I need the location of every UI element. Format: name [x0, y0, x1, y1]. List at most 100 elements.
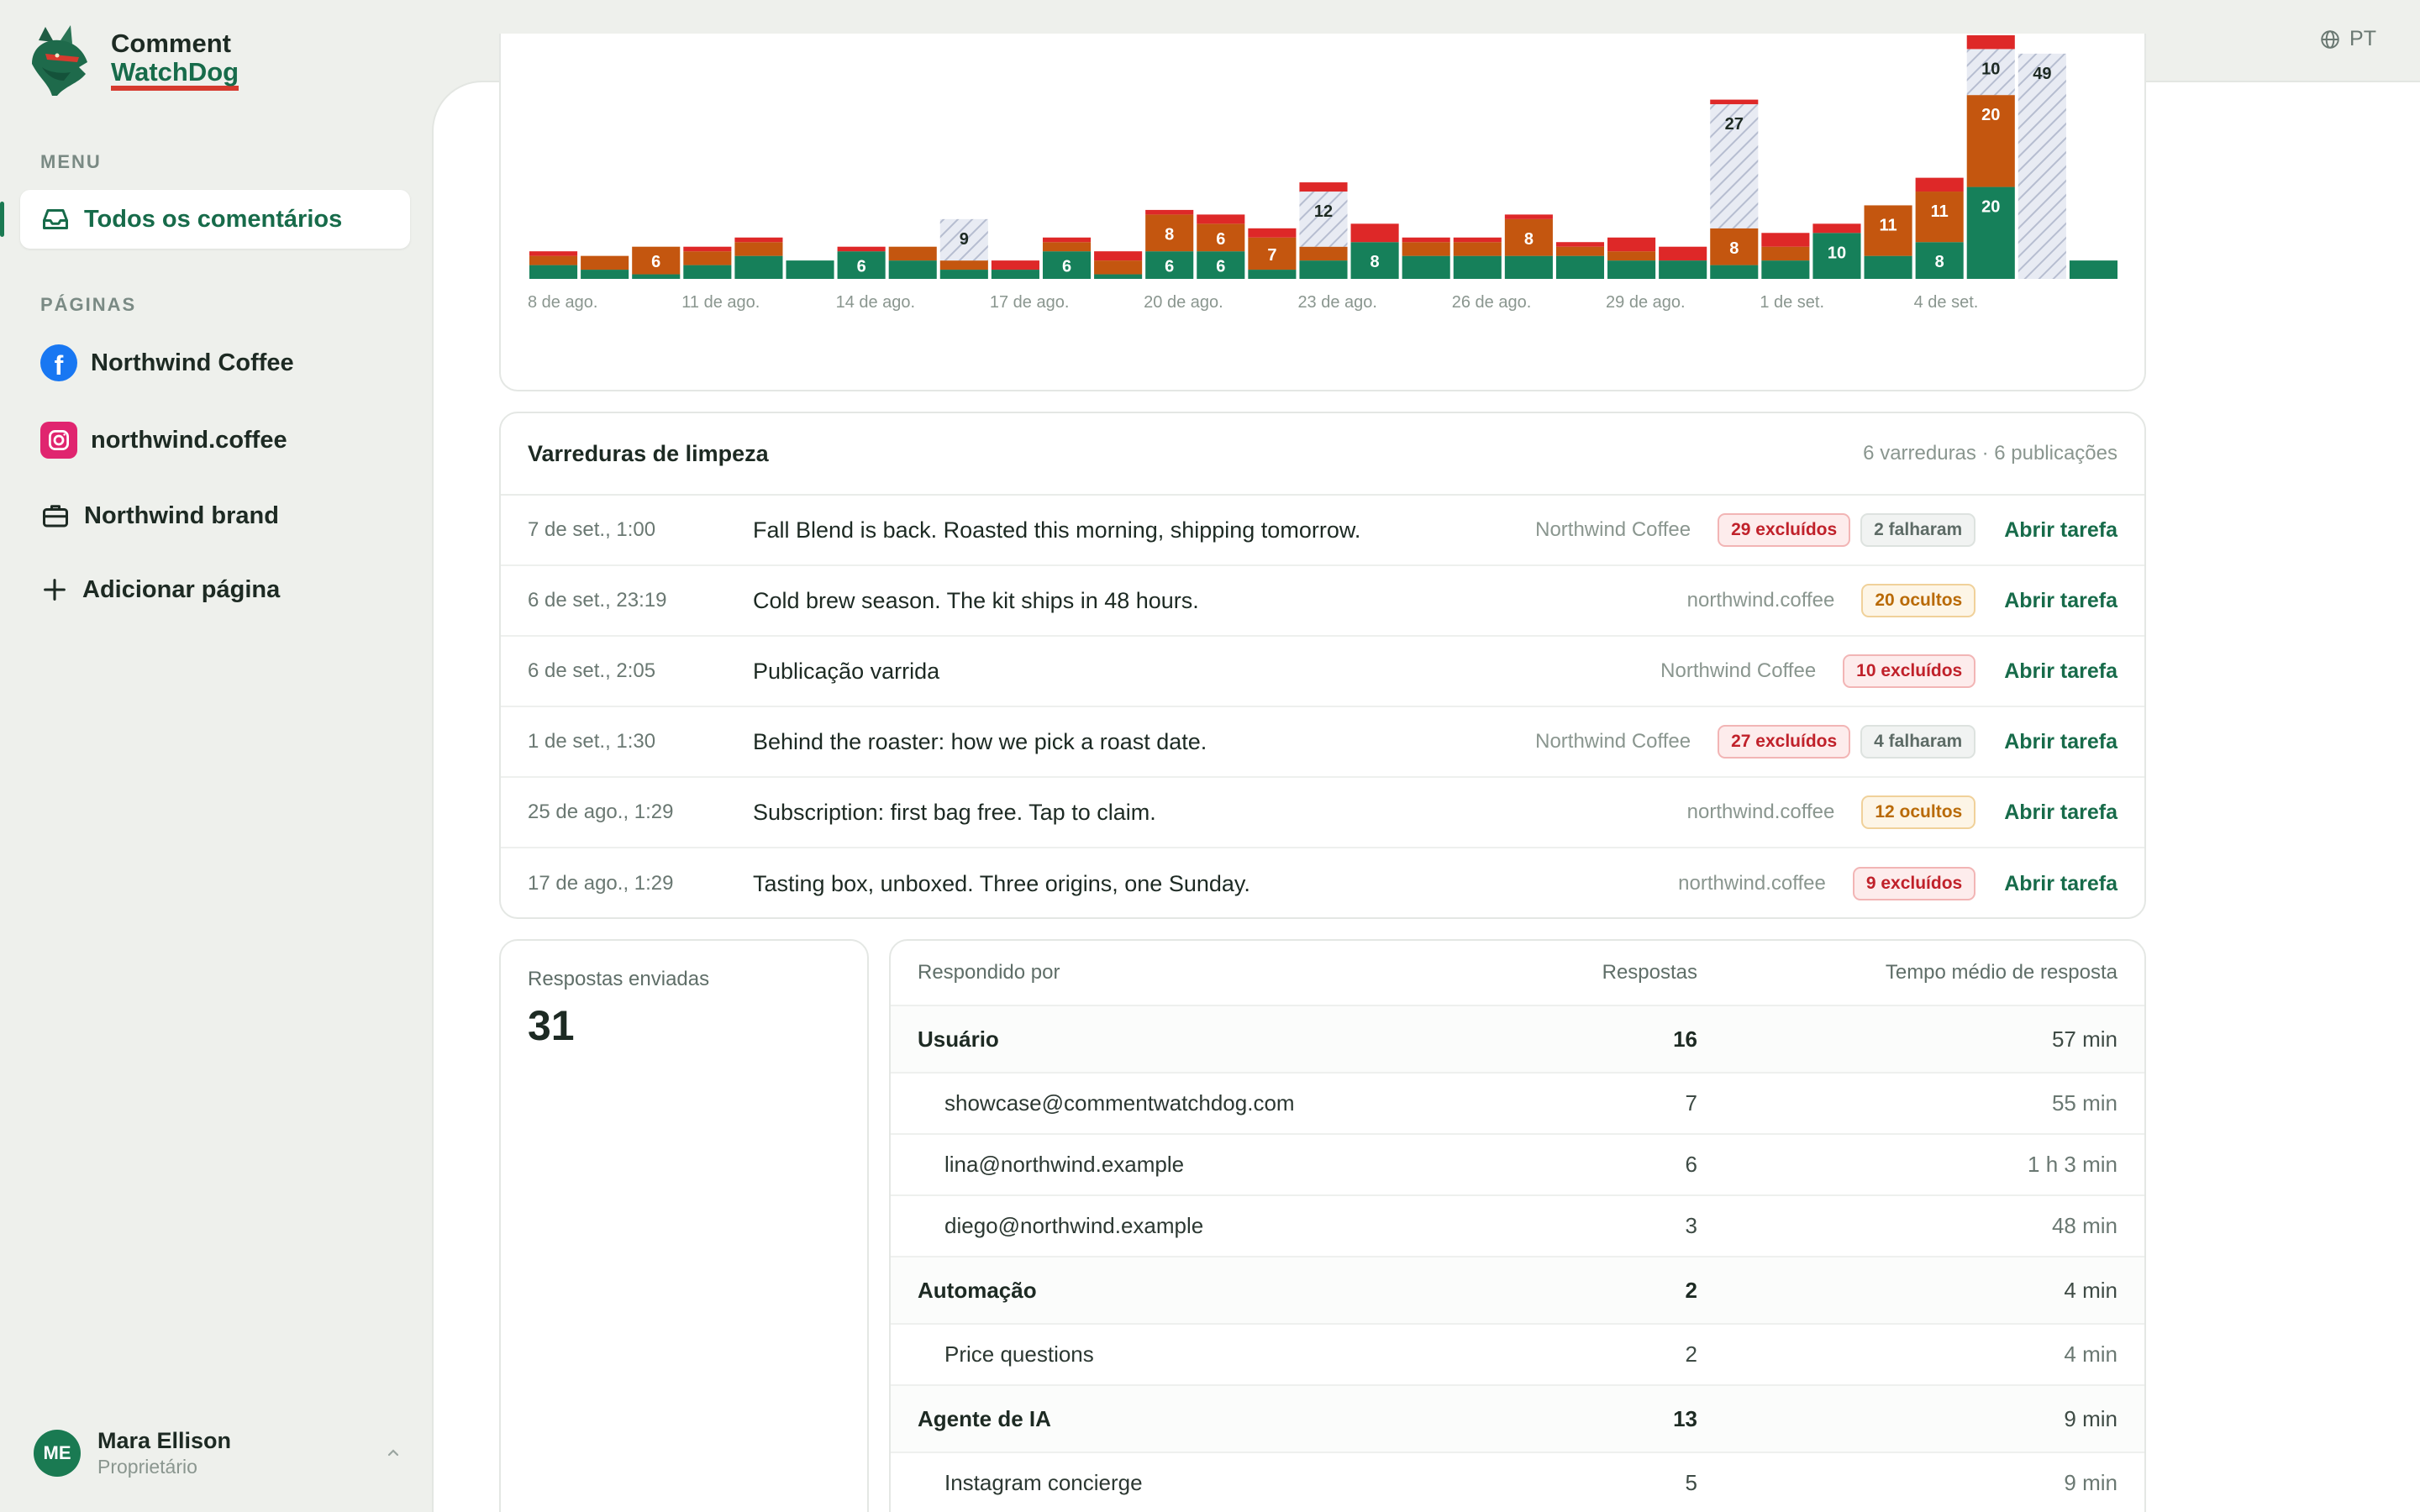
open-task-link[interactable]: Abrir tarefa: [2004, 871, 2118, 895]
chart-bar-red[interactable]: [1350, 223, 1399, 243]
chart-bar-green[interactable]: [1248, 270, 1297, 279]
chart-bar-red[interactable]: [1812, 223, 1861, 234]
chart-bar-green[interactable]: [1197, 251, 1245, 279]
chart-bar-red[interactable]: [1607, 237, 1656, 252]
chart-bar-red[interactable]: [1966, 35, 2015, 50]
chart-bar-orange[interactable]: [888, 246, 937, 261]
sidebar-item-northwind-brand[interactable]: Northwind brand: [40, 495, 279, 537]
chart-bar-red[interactable]: [1761, 233, 1810, 247]
chart-bar-orange[interactable]: [683, 251, 732, 265]
app-logo[interactable]: Comment WatchDog: [27, 25, 239, 96]
nav-all-comments[interactable]: Todos os comentários: [20, 190, 410, 249]
chart-bar-hatched[interactable]: [939, 218, 988, 261]
open-task-link[interactable]: Abrir tarefa: [2004, 729, 2118, 753]
chart-bar-orange[interactable]: [1966, 95, 2015, 187]
chart-bar-green[interactable]: [1607, 260, 1656, 279]
sidebar-item-northwind-instagram[interactable]: northwind.coffee: [40, 419, 287, 461]
chart-bar-green[interactable]: [683, 265, 732, 279]
chart-bar-orange[interactable]: [1710, 228, 1759, 265]
chart-bar-green[interactable]: [888, 260, 937, 279]
chart-bar-green[interactable]: [1659, 260, 1707, 279]
chart-bar-orange[interactable]: [1402, 242, 1450, 256]
chart-bar-red[interactable]: [1145, 209, 1194, 215]
open-task-link[interactable]: Abrir tarefa: [2004, 800, 2118, 824]
chart-bar-green[interactable]: [1812, 233, 1861, 279]
chart-bar-red[interactable]: [1299, 182, 1348, 192]
chart-bar-green[interactable]: [529, 265, 578, 279]
chart-bar-hatched[interactable]: [1710, 104, 1759, 228]
chart-bar-orange[interactable]: [1299, 246, 1348, 261]
chart-bar-green[interactable]: [786, 260, 834, 279]
chart-bar-red[interactable]: [1453, 237, 1502, 243]
column-header-avg-time[interactable]: Tempo médio de resposta: [1885, 961, 2118, 984]
chart-bar-green[interactable]: [1966, 186, 2015, 279]
chart-bar-orange[interactable]: [1761, 246, 1810, 261]
chart-bar-orange[interactable]: [1197, 223, 1245, 252]
chart-bar-red[interactable]: [1197, 214, 1245, 224]
chart-bar-red[interactable]: [991, 260, 1039, 270]
sidebar-item-northwind-coffee[interactable]: f Northwind Coffee: [40, 342, 294, 384]
chart-bar-green[interactable]: [837, 251, 886, 279]
chart-bar-red[interactable]: [683, 246, 732, 252]
chart-bar-orange[interactable]: [1248, 237, 1297, 270]
column-header-responder[interactable]: Respondido por: [918, 961, 1060, 984]
chart-bar-orange[interactable]: [1555, 246, 1605, 256]
sweep-date: 7 de set., 1:00: [528, 518, 656, 541]
chart-bar-orange[interactable]: [1042, 242, 1092, 252]
chart-bar-green[interactable]: [734, 255, 783, 279]
chart-bar-green[interactable]: [1453, 255, 1502, 279]
chart-bar-orange[interactable]: [734, 242, 783, 256]
chart-bar-green[interactable]: [581, 270, 629, 279]
chart-bar-red[interactable]: [1248, 228, 1297, 238]
chart-bar-hatched[interactable]: [1966, 49, 2015, 96]
chart-bar-green[interactable]: [1299, 260, 1348, 279]
chart-bar-green[interactable]: [1094, 274, 1143, 279]
chart-bar-orange[interactable]: [1094, 260, 1143, 275]
chart-bar-hatched[interactable]: [2018, 53, 2066, 280]
chart-bar-green[interactable]: [1504, 255, 1553, 279]
chart-bar-green[interactable]: [1864, 255, 1912, 279]
chart-bar-red[interactable]: [837, 246, 886, 252]
open-task-link[interactable]: Abrir tarefa: [2004, 517, 2118, 542]
chart-bar-red[interactable]: [1042, 237, 1092, 243]
chart-bar-green[interactable]: [939, 270, 988, 279]
chart-bar-red[interactable]: [1504, 214, 1553, 219]
chart-bar-orange[interactable]: [581, 255, 629, 270]
chart-bar-red[interactable]: [529, 251, 578, 256]
open-task-link[interactable]: Abrir tarefa: [2004, 588, 2118, 612]
chart-bar-red[interactable]: [734, 237, 783, 243]
chart-bar-green[interactable]: [1761, 260, 1810, 279]
chart-bar-orange[interactable]: [1453, 242, 1502, 256]
chart-bar-red[interactable]: [1402, 237, 1450, 243]
chart-bar-orange[interactable]: [1607, 251, 1656, 261]
chart-bar-green[interactable]: [1402, 255, 1450, 279]
responder-name: Usuário: [918, 1026, 999, 1052]
chart-bar-red[interactable]: [1710, 99, 1759, 105]
chart-bar-orange[interactable]: [529, 255, 578, 265]
language-selector[interactable]: PT: [2319, 27, 2376, 51]
column-header-replies[interactable]: Respostas: [1602, 961, 1697, 984]
chart-bar-orange[interactable]: [632, 246, 681, 275]
chart-bar-green[interactable]: [632, 274, 681, 279]
chart-bar-green[interactable]: [1145, 251, 1194, 279]
chart-bar-orange[interactable]: [1145, 214, 1194, 252]
chart-bar-hatched[interactable]: [1299, 192, 1348, 247]
chart-bar-orange[interactable]: [939, 260, 988, 270]
chart-bar-green[interactable]: [2069, 260, 2118, 279]
chart-bar-green[interactable]: [1555, 255, 1605, 279]
chart-bar-green[interactable]: [1042, 251, 1092, 279]
chart-bar-orange[interactable]: [1915, 192, 1964, 243]
user-menu[interactable]: ME Mara Ellison Proprietário: [34, 1428, 403, 1478]
open-task-link[interactable]: Abrir tarefa: [2004, 659, 2118, 683]
chart-bar-red[interactable]: [1094, 251, 1143, 261]
chart-bar-green[interactable]: [1915, 242, 1964, 279]
chart-bar-green[interactable]: [991, 270, 1039, 279]
add-page-button[interactable]: Adicionar página: [40, 569, 280, 611]
chart-bar-green[interactable]: [1350, 242, 1399, 279]
chart-bar-orange[interactable]: [1864, 205, 1912, 256]
chart-bar-green[interactable]: [1710, 265, 1759, 279]
chart-bar-red[interactable]: [1555, 242, 1605, 247]
chart-bar-orange[interactable]: [1504, 218, 1553, 256]
chart-bar-red[interactable]: [1915, 177, 1964, 192]
chart-bar-red[interactable]: [1659, 246, 1707, 261]
